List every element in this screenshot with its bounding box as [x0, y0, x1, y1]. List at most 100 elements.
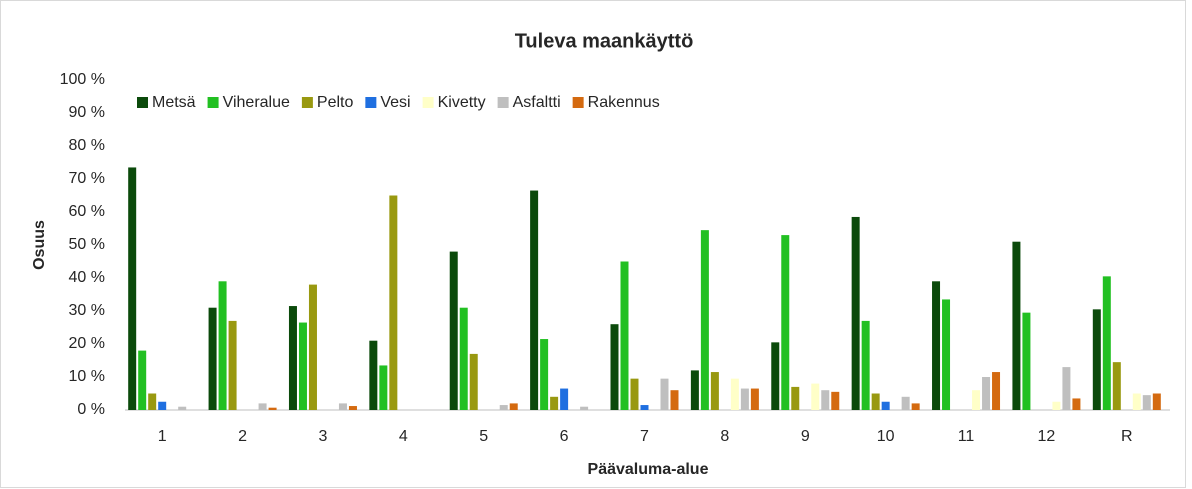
- bar: [178, 406, 187, 410]
- legend-swatch: [422, 97, 434, 108]
- y-tick-label: 10 %: [69, 368, 105, 385]
- chart-title: Tuleva maankäyttö: [515, 30, 694, 52]
- bar: [449, 251, 458, 410]
- bar: [580, 406, 589, 410]
- bar: [861, 320, 870, 410]
- bar: [138, 350, 147, 410]
- legend-swatch: [137, 97, 148, 108]
- y-tick-label: 30 %: [69, 302, 105, 319]
- legend-label: Vesi: [380, 94, 410, 111]
- y-tick-label: 100 %: [60, 71, 105, 88]
- bar: [1072, 398, 1081, 410]
- bar: [791, 386, 800, 410]
- bar: [982, 377, 991, 410]
- bar: [821, 390, 830, 410]
- bar: [942, 299, 951, 410]
- bar: [218, 281, 227, 410]
- bar: [1092, 309, 1101, 410]
- bar: [550, 396, 559, 410]
- legend-swatch: [365, 97, 377, 108]
- bar: [901, 396, 910, 410]
- y-tick-label: 20 %: [69, 335, 105, 352]
- legend-label: Kivetty: [438, 94, 486, 111]
- bar: [750, 388, 759, 410]
- legend-label: Pelto: [317, 94, 354, 111]
- x-tick-label: 11: [958, 428, 975, 445]
- bar: [781, 235, 790, 410]
- x-tick-label: 3: [319, 428, 328, 445]
- bar: [258, 403, 267, 410]
- bar: [831, 391, 840, 410]
- bar: [208, 307, 217, 410]
- bar: [881, 401, 890, 410]
- bar: [540, 339, 549, 410]
- x-tick-label: 6: [560, 428, 569, 445]
- bar: [1102, 276, 1111, 410]
- y-tick-label: 90 %: [69, 104, 105, 121]
- bar: [228, 320, 237, 410]
- x-tick-label: 4: [399, 428, 408, 445]
- legend-label: Viheralue: [223, 94, 290, 111]
- bar: [348, 406, 357, 410]
- bar: [640, 405, 649, 410]
- legend-swatch: [572, 97, 584, 108]
- legend-label: Rakennus: [588, 94, 660, 111]
- bar: [972, 390, 981, 410]
- legend-label: Metsä: [152, 94, 196, 111]
- bar: [670, 390, 679, 410]
- bar: [620, 261, 629, 410]
- bar: [298, 322, 307, 410]
- bar: [499, 405, 508, 410]
- legend-swatch: [207, 97, 219, 108]
- legend-swatch: [301, 97, 313, 108]
- bar: [128, 167, 137, 410]
- bar: [992, 372, 1001, 410]
- legend-label: Asfaltti: [513, 94, 561, 111]
- bar: [389, 195, 398, 410]
- bar: [851, 216, 860, 410]
- bar: [459, 307, 468, 410]
- bar: [1012, 241, 1021, 410]
- bar: [1152, 393, 1161, 410]
- x-tick-label: 7: [640, 428, 649, 445]
- legend-swatch: [497, 97, 509, 108]
- bar: [871, 393, 880, 410]
- bar: [379, 365, 388, 410]
- bar: [690, 370, 699, 410]
- bar: [932, 281, 941, 410]
- bar: [1052, 401, 1061, 410]
- bar: [630, 378, 639, 410]
- bar: [710, 372, 719, 410]
- x-tick-label: R: [1121, 428, 1133, 445]
- bar: [338, 403, 347, 410]
- y-tick-label: 60 %: [69, 203, 105, 220]
- x-axis-title: Päävaluma-alue: [588, 461, 709, 478]
- bar: [530, 190, 539, 410]
- bar: [1132, 393, 1141, 410]
- bar: [771, 342, 780, 410]
- x-tick-label: 9: [801, 428, 810, 445]
- bar: [268, 407, 277, 410]
- bar: [911, 403, 920, 410]
- x-tick-label: 12: [1038, 428, 1056, 445]
- bar: [730, 378, 739, 410]
- x-tick-label: 10: [877, 428, 895, 445]
- y-tick-label: 80 %: [69, 137, 105, 154]
- bar: [158, 401, 167, 410]
- bar: [148, 393, 157, 410]
- bar: [469, 353, 478, 410]
- bar: [1112, 362, 1121, 410]
- bar: [811, 383, 820, 410]
- x-tick-label: 5: [479, 428, 488, 445]
- bar: [610, 324, 619, 410]
- y-tick-label: 70 %: [69, 170, 105, 187]
- bar: [1142, 395, 1151, 410]
- bar: [288, 306, 297, 410]
- bar: [369, 340, 378, 410]
- y-tick-label: 40 %: [69, 269, 105, 286]
- x-tick-label: 2: [238, 428, 247, 445]
- bar: [509, 403, 518, 410]
- bar: [308, 284, 317, 410]
